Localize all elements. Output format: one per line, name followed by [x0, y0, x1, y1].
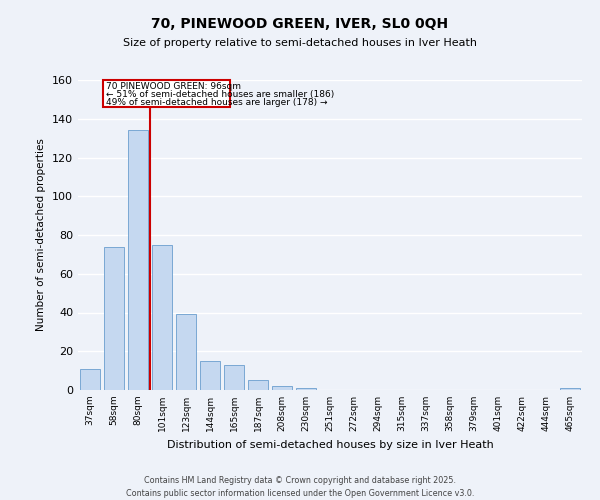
- Text: ← 51% of semi-detached houses are smaller (186): ← 51% of semi-detached houses are smalle…: [106, 90, 334, 98]
- Bar: [296, 388, 316, 390]
- Bar: [80, 368, 100, 390]
- Bar: [128, 130, 148, 390]
- Bar: [200, 361, 220, 390]
- Bar: [560, 388, 580, 390]
- Bar: [248, 380, 268, 390]
- Text: 70, PINEWOOD GREEN, IVER, SL0 0QH: 70, PINEWOOD GREEN, IVER, SL0 0QH: [151, 18, 449, 32]
- Bar: [272, 386, 292, 390]
- Bar: [152, 244, 172, 390]
- Text: 49% of semi-detached houses are larger (178) →: 49% of semi-detached houses are larger (…: [106, 98, 328, 108]
- Y-axis label: Number of semi-detached properties: Number of semi-detached properties: [37, 138, 46, 332]
- X-axis label: Distribution of semi-detached houses by size in Iver Heath: Distribution of semi-detached houses by …: [167, 440, 493, 450]
- Bar: [104, 246, 124, 390]
- Text: Size of property relative to semi-detached houses in Iver Heath: Size of property relative to semi-detach…: [123, 38, 477, 48]
- Text: Contains HM Land Registry data © Crown copyright and database right 2025.
Contai: Contains HM Land Registry data © Crown c…: [126, 476, 474, 498]
- Bar: [176, 314, 196, 390]
- Bar: [224, 365, 244, 390]
- FancyBboxPatch shape: [103, 80, 230, 107]
- Text: 70 PINEWOOD GREEN: 96sqm: 70 PINEWOOD GREEN: 96sqm: [106, 82, 241, 90]
